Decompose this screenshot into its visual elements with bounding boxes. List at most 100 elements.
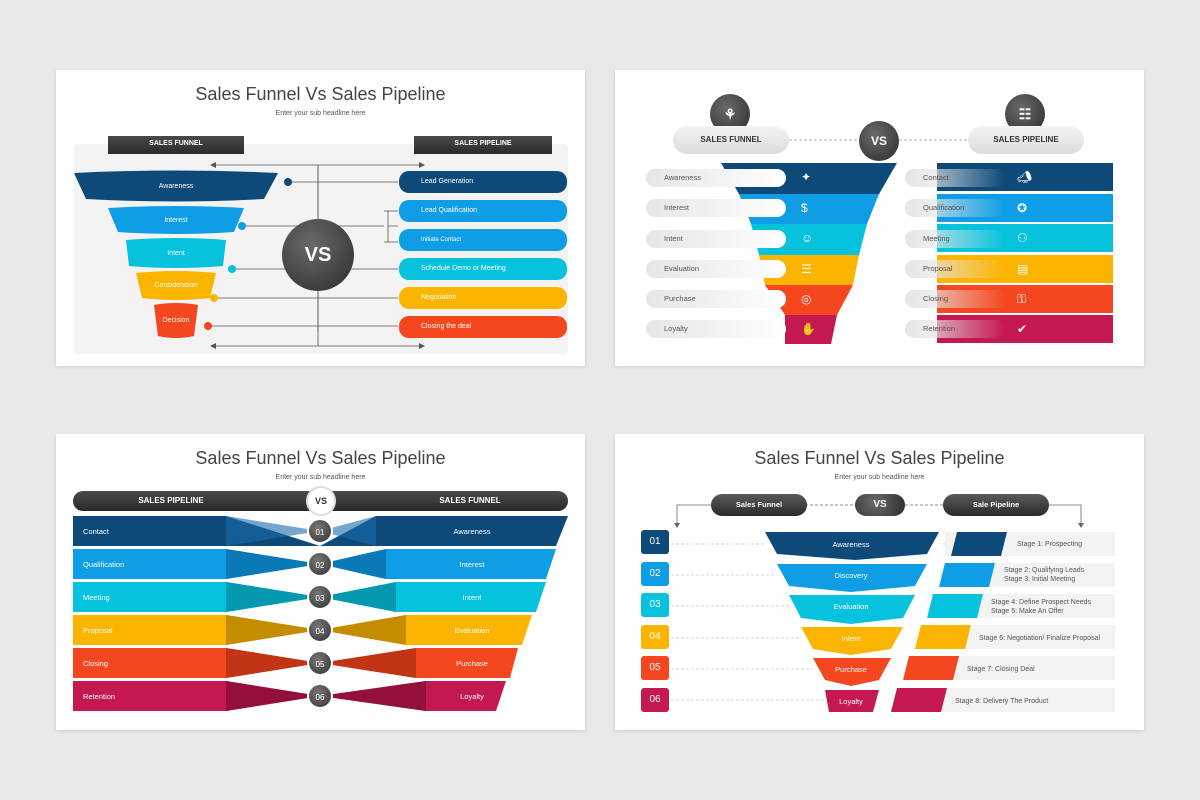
step-badge: 06 [641, 688, 669, 712]
step-badge: 01 [641, 530, 669, 554]
funnel-label[interactable]: Evaluation [454, 626, 490, 635]
slide-subtitle: Enter your sub headline here [834, 474, 925, 481]
funnel-label[interactable]: Awareness [832, 540, 870, 549]
pipeline-label: Retention [905, 320, 1005, 338]
step-number: 06 [307, 683, 333, 709]
handshake-icon: ✋ [801, 322, 816, 336]
pipeline-label[interactable]: Retention [83, 692, 116, 701]
funnel-label[interactable]: Evaluation [833, 602, 869, 611]
award-icon: ✪ [1017, 201, 1028, 215]
pipeline-label: Closing [905, 290, 1005, 308]
funnel-label[interactable]: Interest [459, 560, 485, 569]
stage-text: Stage 2: Qualifying Leads Stage 3: Initi… [1004, 566, 1084, 584]
target-icon: ◎ [801, 292, 812, 306]
sales-funnel-header: Sales Funnel [711, 494, 807, 516]
slide-2[interactable]: ⚘ ☷ SALES FUNNEL SALES PIPELINE VS Aware… [615, 70, 1144, 366]
meeting-icon: ⚇ [1017, 231, 1028, 245]
funnel-label: Consideration [154, 282, 198, 289]
step-number: 03 [307, 584, 333, 610]
slide-subtitle: Enter your sub headline here [275, 110, 366, 117]
pipeline-label[interactable]: Qualification [83, 560, 125, 569]
stage-line: Stage 1: Prospecting [1017, 541, 1082, 548]
step-number: 01 [307, 518, 333, 544]
sales-funnel-header: SALES FUNNEL [439, 496, 501, 505]
funnel-level[interactable]: Decision [154, 317, 198, 329]
funnel-label[interactable]: Awareness [453, 527, 491, 536]
pipeline-item[interactable]: Lead Qualification [399, 200, 567, 222]
megaphone-icon: 📣︎ [1017, 170, 1033, 184]
pipeline-label[interactable]: Contact [83, 527, 109, 536]
slide-title: Sales Funnel Vs Sales Pipeline [754, 448, 1005, 468]
vs-badge: VS [282, 219, 354, 291]
funnel-label: Awareness [158, 183, 194, 190]
lightbulb-icon: ✦ [801, 170, 812, 184]
stage-line: Stage 2: Qualifying Leads [1004, 567, 1085, 574]
stage-text: Stage 1: Prospecting [1017, 540, 1082, 549]
slide-4[interactable]: Sales Funnel Vs Sales Pipeline Enter you… [615, 434, 1144, 730]
vs-badge: VS [306, 486, 336, 516]
slide-3[interactable]: Sales Funnel Vs Sales Pipeline Enter you… [56, 434, 585, 730]
step-badge: 05 [641, 656, 669, 680]
handshake-idea-icon: ☺ [801, 231, 814, 245]
funnel-label[interactable]: Evaluation [646, 260, 786, 278]
funnel-label[interactable]: Purchase [456, 659, 488, 668]
pipeline-item[interactable]: Closing the deal [399, 316, 567, 338]
sales-pipeline-tab: SALES PIPELINE [414, 136, 552, 154]
pipeline-label[interactable]: Meeting [83, 593, 110, 602]
step-number: 02 [307, 551, 333, 577]
stage-text: Stage 7: Closing Deal [967, 665, 1035, 674]
slide3-bands [73, 516, 568, 711]
vs-badge: VS [859, 121, 899, 161]
stage-line: Stage 3: Initial Meeting [1004, 576, 1076, 583]
pipeline-label[interactable]: Proposal [83, 626, 113, 635]
sale-pipeline-header: Sale Pipeline [943, 494, 1049, 516]
funnel-label[interactable]: Intent [841, 634, 861, 643]
pipeline-item[interactable]: Negotiation [399, 287, 567, 309]
pipeline-item[interactable]: Schedule Demo or Meeting [399, 258, 567, 280]
funnel-label[interactable]: Purchase [835, 665, 867, 674]
funnel-label[interactable]: Loyalty [839, 697, 863, 706]
pipeline-item[interactable]: Initiate Contact [399, 229, 567, 251]
stage-line: Stage 6: Negotiation/ Finalize Proposal [979, 635, 1101, 642]
funnel-label: Interest [164, 217, 188, 224]
dollar-person-icon: $ [801, 201, 808, 215]
stage-line: Stage 4: Define Prospect Needs [991, 599, 1092, 606]
clipboard-chart-icon: ▤ [1017, 262, 1029, 276]
stage-line: Stage 8: Delivery The Product [955, 698, 1049, 705]
sales-funnel-header: SALES FUNNEL [673, 126, 789, 154]
sales-funnel-tab: SALES FUNNEL [108, 136, 244, 154]
slide-title: Sales Funnel Vs Sales Pipeline [195, 84, 446, 104]
step-number: 04 [307, 617, 333, 643]
slide-1[interactable]: Sales Funnel Vs Sales Pipeline Enter you… [56, 70, 585, 366]
funnel-label[interactable]: Loyalty [646, 320, 786, 338]
pipeline-item[interactable]: Lead Generation [399, 171, 567, 193]
stage-text: Stage 4: Define Prospect Needs Stage 5: … [991, 598, 1091, 616]
pipeline-label: Qualification [905, 199, 1005, 217]
slide4-graphics [671, 504, 1115, 712]
slide-title: Sales Funnel Vs Sales Pipeline [195, 448, 446, 468]
funnel-label[interactable]: Intent [646, 230, 786, 248]
funnel-level[interactable]: Consideration [136, 282, 216, 294]
funnel-label: Decision [162, 317, 190, 324]
pipeline-label: Meeting [905, 230, 1005, 248]
lock-icon: ⚿ [1017, 292, 1027, 306]
stage-text: Stage 6: Negotiation/ Finalize Proposal [979, 634, 1100, 643]
funnel-level[interactable]: Intent [126, 250, 226, 262]
pipeline-label[interactable]: Closing [83, 659, 109, 668]
stage-text: Stage 8: Delivery The Product [955, 697, 1048, 706]
step-badge: 03 [641, 593, 669, 617]
funnel-label[interactable]: Purchase [646, 290, 786, 308]
funnel-label[interactable]: Interest [646, 199, 786, 217]
checklist-icon: ☰ [801, 262, 812, 276]
funnel-label[interactable]: Discovery [834, 571, 868, 580]
pipeline-label: Contact [905, 169, 1005, 187]
funnel-label[interactable]: Loyalty [460, 692, 484, 701]
sales-pipeline-header: SALES PIPELINE [138, 496, 204, 505]
funnel-level[interactable]: Interest [116, 217, 236, 229]
funnel-label[interactable]: Intent [462, 593, 482, 602]
vs-badge: VS [855, 494, 905, 516]
person-check-icon: ✔ [1017, 322, 1028, 336]
step-badge: 02 [641, 562, 669, 586]
funnel-label[interactable]: Awareness [646, 169, 786, 187]
funnel-level[interactable]: Awareness [86, 183, 266, 195]
